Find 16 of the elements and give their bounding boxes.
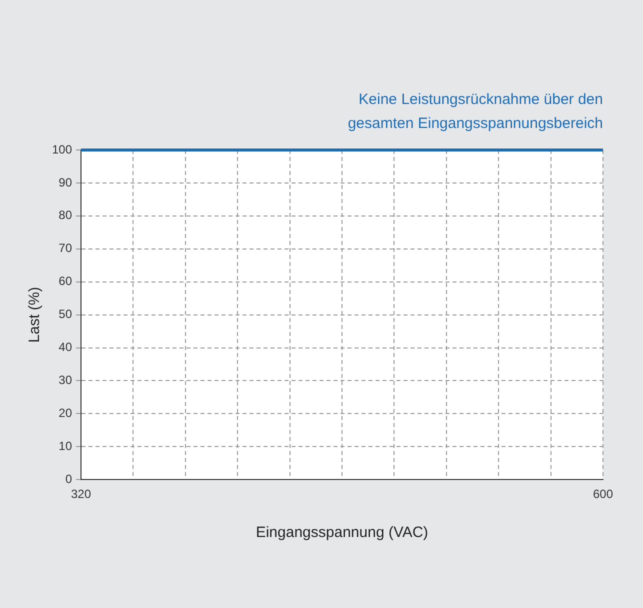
y-tick-label: 20 [58,406,72,420]
y-tick-label: 70 [58,241,72,256]
y-tick-label: 80 [58,208,72,222]
y-tick-label: 0 [65,472,72,486]
x-tick-label: 600 [592,487,614,502]
y-tick-label: 60 [58,274,72,288]
x-tick-label: 320 [71,487,92,502]
y-tick-label: 100 [52,142,72,156]
y-tick-label: 40 [58,340,72,354]
y-tick-label: 50 [58,307,72,322]
y-tick-label: 30 [58,373,72,388]
x-axis-title: Eingangsspannung (VAC) [256,524,428,542]
text: Keine Leistungsrücknahme über den gesamten Eingangsspannungsbereich [348,91,603,132]
y-axis-title: Last (%) [26,286,44,343]
y-tick-label: 10 [58,438,72,453]
y-tick-label: 90 [58,175,72,190]
